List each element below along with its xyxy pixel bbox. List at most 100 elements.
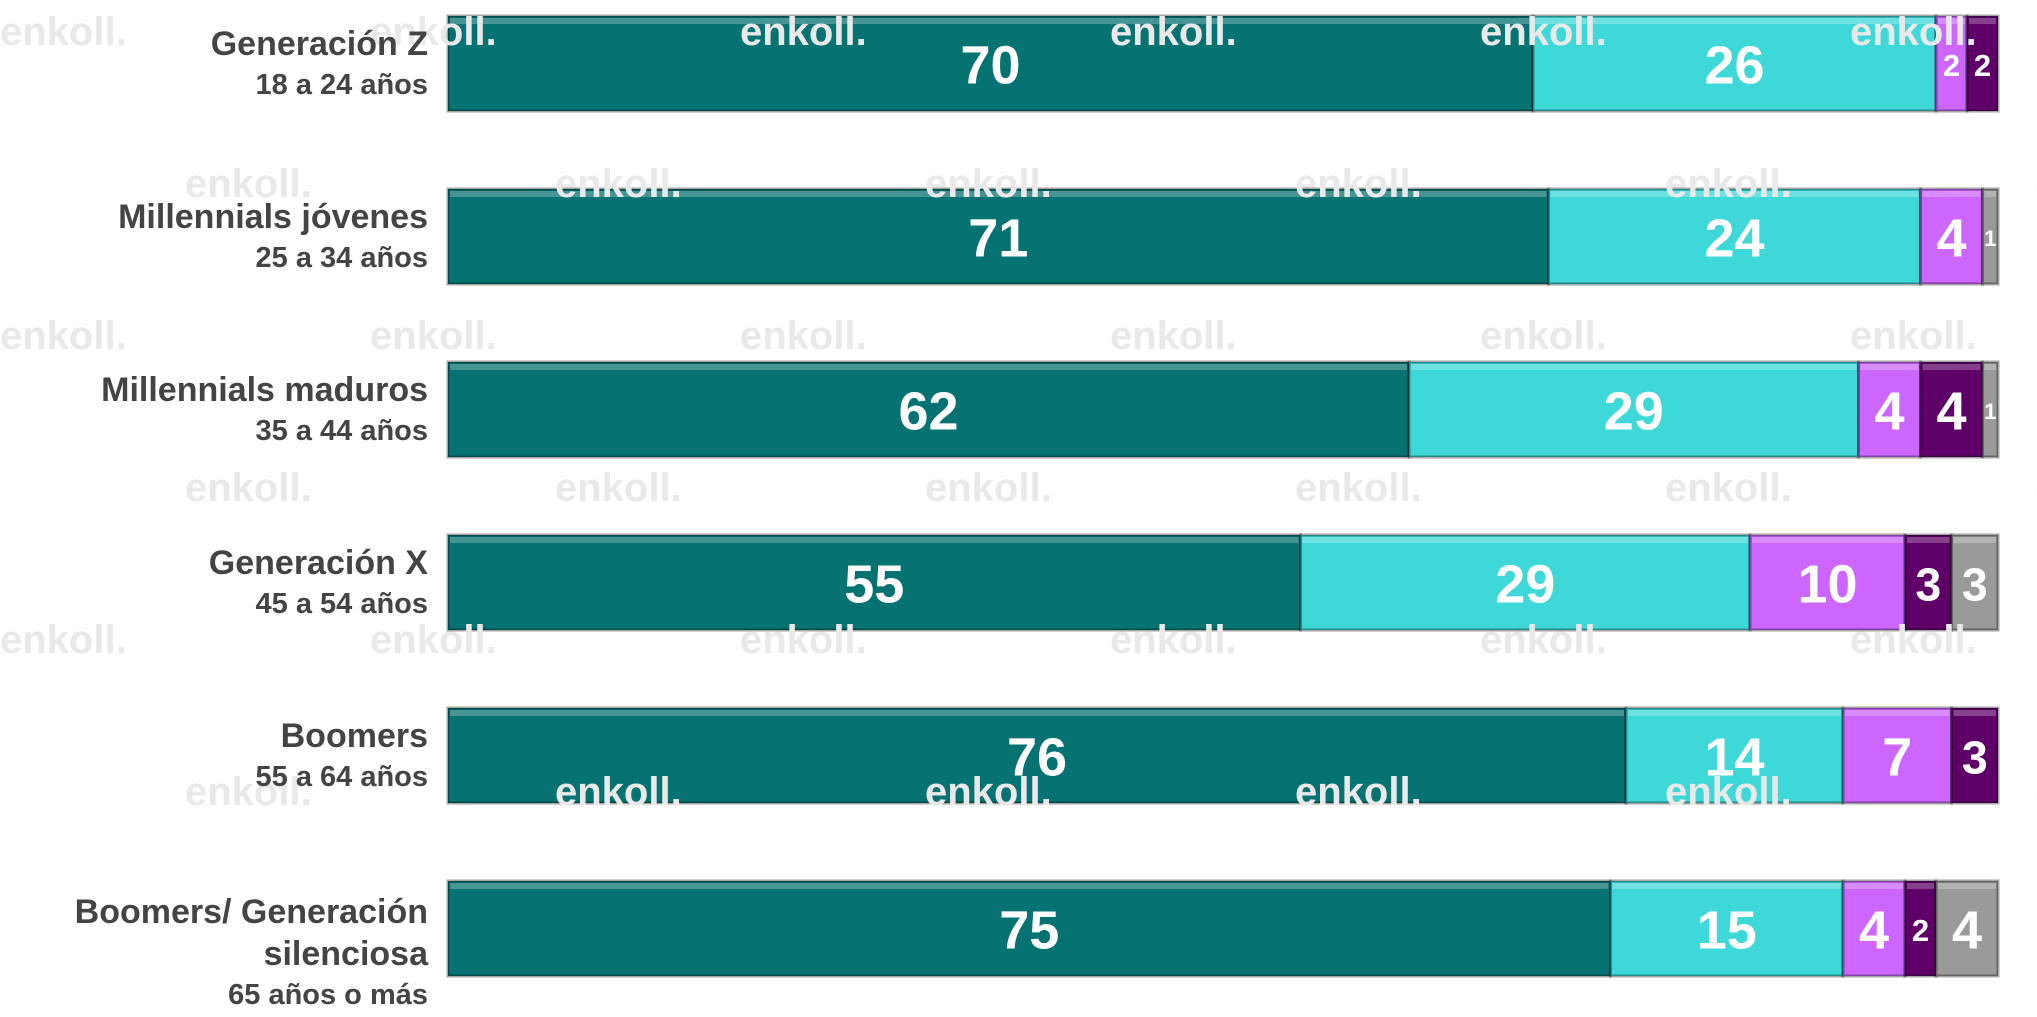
watermark: enkoll.: [1295, 770, 1422, 814]
bar-highlight: [1612, 883, 1841, 889]
watermark: enkoll.: [1480, 314, 1607, 358]
category-label: Generación Z 18 a 24 años: [8, 23, 428, 105]
bar-segment: [1903, 879, 1938, 978]
value-label: 3: [1962, 559, 1988, 611]
watermark: enkoll.: [1110, 10, 1237, 54]
watermark: enkoll.: [1850, 618, 1977, 662]
bar-segment: [446, 533, 1302, 632]
watermark: enkoll.: [1665, 770, 1792, 814]
category-age: 45 a 54 años: [255, 587, 429, 620]
value-label: 3: [1962, 732, 1988, 784]
bar-segment: [1624, 706, 1845, 805]
bar-highlight: [1535, 18, 1934, 24]
watermark: enkoll.: [740, 618, 867, 662]
bar-highlight: [1550, 191, 1919, 197]
bar-highlight: [1845, 710, 1950, 716]
bar-segment: [1950, 533, 2000, 632]
value-label: 10: [1797, 555, 1857, 615]
bar-segment: [446, 14, 1535, 113]
bar-highlight: [1953, 710, 1996, 716]
category-age: 65 años o más: [228, 978, 428, 1011]
bar-highlight: [1969, 18, 1996, 24]
value-label: 76: [1007, 728, 1067, 788]
value-label: 1: [1984, 226, 1996, 251]
category-age: 25 a 34 años: [255, 241, 429, 274]
bar-segment: [446, 187, 1550, 286]
value-label: 7: [1882, 728, 1912, 788]
bar-highlight: [1953, 537, 1996, 543]
watermark: enkoll.: [1665, 466, 1792, 510]
value-label: 4: [1874, 382, 1904, 442]
bar-highlight: [450, 710, 1624, 716]
value-label: 29: [1604, 382, 1664, 442]
bar-highlight: [450, 537, 1299, 543]
category-name: Millennials jóvenes: [118, 197, 428, 236]
value-label: 75: [999, 901, 1059, 961]
bar-segment: [446, 879, 1612, 978]
watermark: enkoll.: [185, 770, 312, 814]
watermark: enkoll.: [0, 10, 127, 54]
value-label: 4: [1936, 209, 1966, 269]
watermark: enkoll.: [1665, 162, 1792, 206]
bar-highlight: [1907, 537, 1950, 543]
bar-segment: [1841, 706, 1953, 805]
watermark: enkoll.: [2035, 770, 2037, 815]
bar-highlight: [1938, 883, 1996, 889]
value-label: 4: [1859, 901, 1889, 961]
watermark: enkoll.: [925, 770, 1052, 814]
bar-segment: [1547, 187, 1922, 286]
value-label: 3: [1915, 559, 1941, 611]
watermark: enkoll.: [555, 466, 682, 510]
watermark: enkoll.: [185, 466, 312, 510]
bar-segment: [1965, 14, 2000, 113]
value-label: 2: [1943, 48, 1960, 83]
watermark: enkoll.: [1850, 314, 1977, 358]
category-age: 18 a 24 años: [255, 68, 429, 101]
value-label: 4: [1936, 382, 1966, 442]
bar-highlight: [450, 18, 1531, 24]
bar-segment: [1981, 360, 2000, 459]
category-age: 35 a 44 años: [255, 414, 429, 447]
bar-segment: [1748, 533, 1907, 632]
bar-highlight: [1628, 710, 1841, 716]
bar-highlight: [1752, 537, 1903, 543]
category-name: Generación Z: [210, 24, 428, 63]
bar-segment: [1934, 879, 2000, 978]
watermark: enkoll.: [370, 10, 497, 54]
watermark: enkoll.: [370, 314, 497, 358]
watermark: enkoll.: [1480, 10, 1607, 54]
bar-segment: [1919, 360, 1984, 459]
bar-highlight: [450, 883, 1609, 889]
watermark: enkoll.: [2035, 162, 2037, 207]
watermark: enkoll.: [555, 162, 682, 206]
category-label: Generación X 45 a 54 años: [8, 542, 428, 624]
value-label: 14: [1704, 728, 1764, 788]
category-label: Boomers 55 a 64 años: [8, 715, 429, 797]
category-label: Millennials jóvenes 25 a 34 años: [8, 196, 428, 278]
category-label: Millennials maduros 35 a 44 años: [8, 369, 428, 451]
value-label: 15: [1697, 901, 1757, 961]
watermark: enkoll.: [1850, 10, 1977, 54]
bar-segment: [1857, 360, 1922, 459]
category-label: Boomers/ Generación silenciosa 65 años o …: [8, 891, 428, 1015]
watermark: enkoll.: [740, 314, 867, 358]
bar-segment: [1407, 360, 1860, 459]
watermark: enkoll.: [1110, 314, 1237, 358]
watermark: enkoll.: [555, 770, 682, 814]
category-name: Millennials maduros: [101, 370, 428, 409]
watermark: enkoll.: [370, 618, 497, 662]
bar-highlight: [450, 364, 1407, 370]
bar-segment: [1981, 187, 2000, 286]
value-label: 24: [1704, 209, 1764, 269]
watermark: enkoll.: [925, 162, 1052, 206]
bar-segment: [1841, 879, 1907, 978]
watermark: enkoll.: [2035, 466, 2037, 511]
bar-segment: [446, 706, 1628, 805]
bar-highlight: [1907, 883, 1934, 889]
value-label: 55: [844, 555, 904, 615]
bar-segment: [446, 360, 1411, 459]
bar-highlight: [1845, 883, 1903, 889]
bar-highlight: [1938, 18, 1965, 24]
watermark: enkoll.: [925, 466, 1052, 510]
